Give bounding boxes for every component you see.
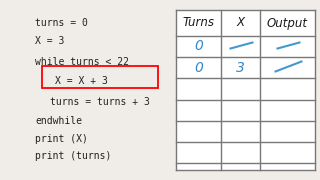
- Bar: [176, 10, 315, 170]
- Text: Turns: Turns: [182, 17, 214, 30]
- Text: turns = 0: turns = 0: [35, 18, 88, 28]
- Text: print (turns): print (turns): [35, 151, 111, 161]
- Text: 3: 3: [236, 60, 245, 75]
- Text: print (X): print (X): [35, 134, 88, 144]
- Text: X = X + 3: X = X + 3: [55, 76, 108, 86]
- Text: X = 3: X = 3: [35, 36, 64, 46]
- Text: X: X: [236, 17, 244, 30]
- Text: 0: 0: [194, 60, 203, 75]
- Bar: [42, 66, 158, 88]
- Text: while turns < 22: while turns < 22: [35, 57, 129, 67]
- Text: Output: Output: [267, 17, 308, 30]
- Text: 0: 0: [194, 39, 203, 53]
- Text: turns = turns + 3: turns = turns + 3: [50, 97, 150, 107]
- Text: endwhile: endwhile: [35, 116, 82, 126]
